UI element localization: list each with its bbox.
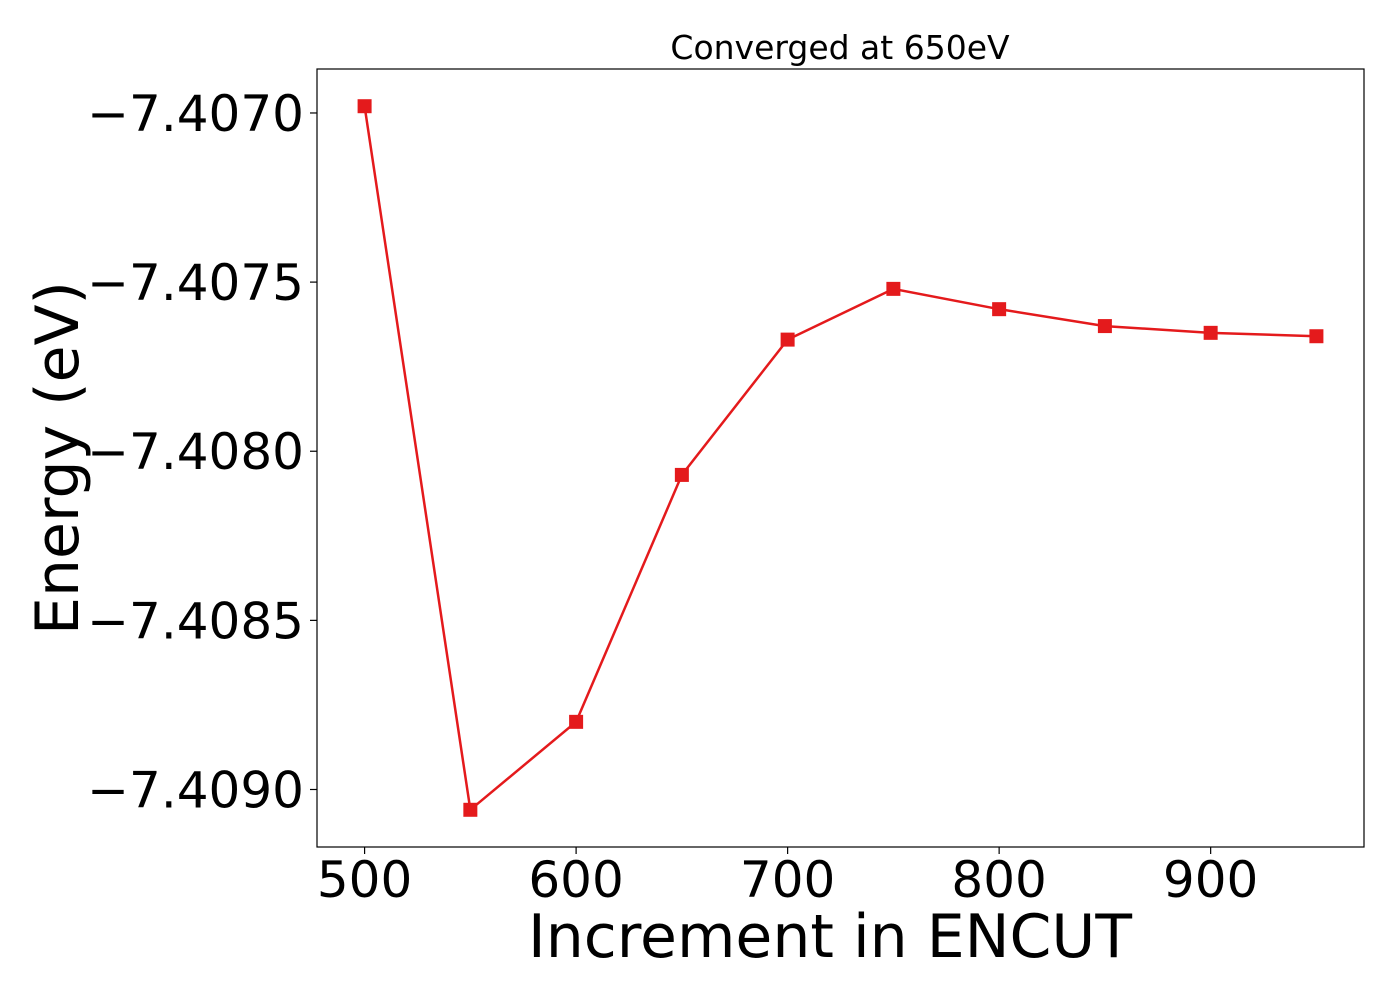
series-layer	[357, 99, 1324, 817]
x-tick-label: 800	[951, 851, 1046, 909]
y-tick-label: −7.4075	[87, 254, 304, 312]
y-tick-label: −7.4090	[87, 761, 304, 819]
plot-frame	[316, 68, 1365, 848]
y-tick-label: −7.4085	[87, 592, 304, 650]
data-point-marker	[780, 332, 795, 347]
y-tick-label: −7.4080	[87, 423, 304, 481]
data-point-marker	[886, 281, 901, 296]
data-point-marker	[1097, 319, 1112, 334]
data-point-marker	[1309, 329, 1324, 344]
data-point-marker	[357, 99, 372, 114]
data-point-marker	[674, 467, 689, 482]
data-point-marker	[1203, 325, 1218, 340]
y-axis: −7.4070 −7.4075 −7.4080 −7.4085 −7.4090	[87, 85, 317, 819]
data-point-marker	[463, 802, 478, 817]
y-axis-label: Energy (eV)	[23, 281, 93, 635]
y-tick-label: −7.4070	[87, 85, 304, 143]
data-point-marker	[992, 302, 1007, 317]
x-tick-label: 500	[317, 851, 412, 909]
x-axis-label: Increment in ENCUT	[528, 902, 1132, 972]
x-tick-label: 700	[740, 851, 835, 909]
x-axis: 500 600 700 800 900	[317, 847, 1258, 909]
chart-title: Converged at 650eV	[670, 28, 1010, 67]
series-line	[363, 106, 1317, 813]
data-point-marker	[569, 714, 584, 729]
x-tick-label: 900	[1163, 851, 1258, 909]
x-tick-label: 600	[528, 851, 623, 909]
